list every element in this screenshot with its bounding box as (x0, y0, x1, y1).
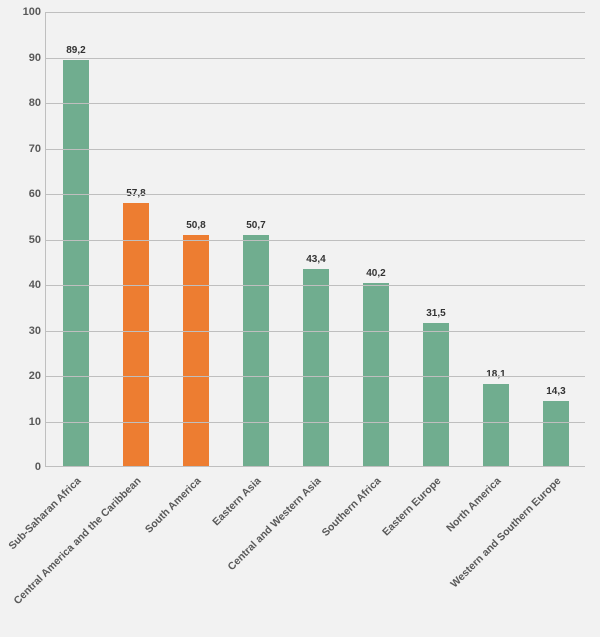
bar-value-label: 40,2 (366, 268, 385, 279)
bar: 43,4 (303, 269, 328, 466)
bar-value-label: 14,3 (546, 386, 565, 397)
gridline (46, 194, 585, 195)
bar-rect (63, 60, 88, 466)
bar-rect (423, 323, 448, 466)
gridline (46, 103, 585, 104)
gridline (46, 331, 585, 332)
y-tick-label: 90 (3, 52, 41, 64)
bar: 40,2 (363, 283, 388, 466)
gridline (46, 58, 585, 59)
bar-value-label: 43,4 (306, 254, 325, 265)
bar: 14,3 (543, 401, 568, 466)
bar-chart: 89,2 57,8 50,8 50,7 43,4 40,2 31,5 18,1 14,3 0 10… (0, 0, 600, 637)
y-tick-label: 10 (3, 416, 41, 428)
bar-rect (183, 235, 208, 466)
bar-value-label: 89,2 (66, 45, 85, 56)
bar: 57,8 (123, 203, 148, 466)
bar-value-label: 18,1 (486, 369, 505, 380)
y-tick-label: 60 (3, 188, 41, 200)
gridline (46, 12, 585, 13)
y-tick-label: 80 (3, 97, 41, 109)
y-tick-label: 70 (3, 143, 41, 155)
bar: 31,5 (423, 323, 448, 466)
bar-rect (483, 384, 508, 466)
bar: 50,7 (243, 235, 268, 466)
bar-rect (303, 269, 328, 466)
gridline (46, 149, 585, 150)
gridline (46, 240, 585, 241)
y-tick-label: 0 (3, 461, 41, 473)
y-tick-label: 50 (3, 234, 41, 246)
bar-value-label: 31,5 (426, 308, 445, 319)
bar: 18,1 (483, 384, 508, 466)
bar: 50,8 (183, 235, 208, 466)
bar-rect (123, 203, 148, 466)
bar-rect (243, 235, 268, 466)
y-tick-label: 30 (3, 325, 41, 337)
gridline (46, 285, 585, 286)
gridline (46, 422, 585, 423)
bar-rect (363, 283, 388, 466)
bar-value-label: 50,8 (186, 220, 205, 231)
plot-area: 89,2 57,8 50,8 50,7 43,4 40,2 31,5 18,1 14,3 (45, 12, 585, 467)
bar: 89,2 (63, 60, 88, 466)
gridline (46, 376, 585, 377)
y-tick-label: 100 (3, 6, 41, 18)
y-tick-label: 40 (3, 279, 41, 291)
bar-rect (543, 401, 568, 466)
bar-value-label: 50,7 (246, 220, 265, 231)
y-tick-label: 20 (3, 370, 41, 382)
